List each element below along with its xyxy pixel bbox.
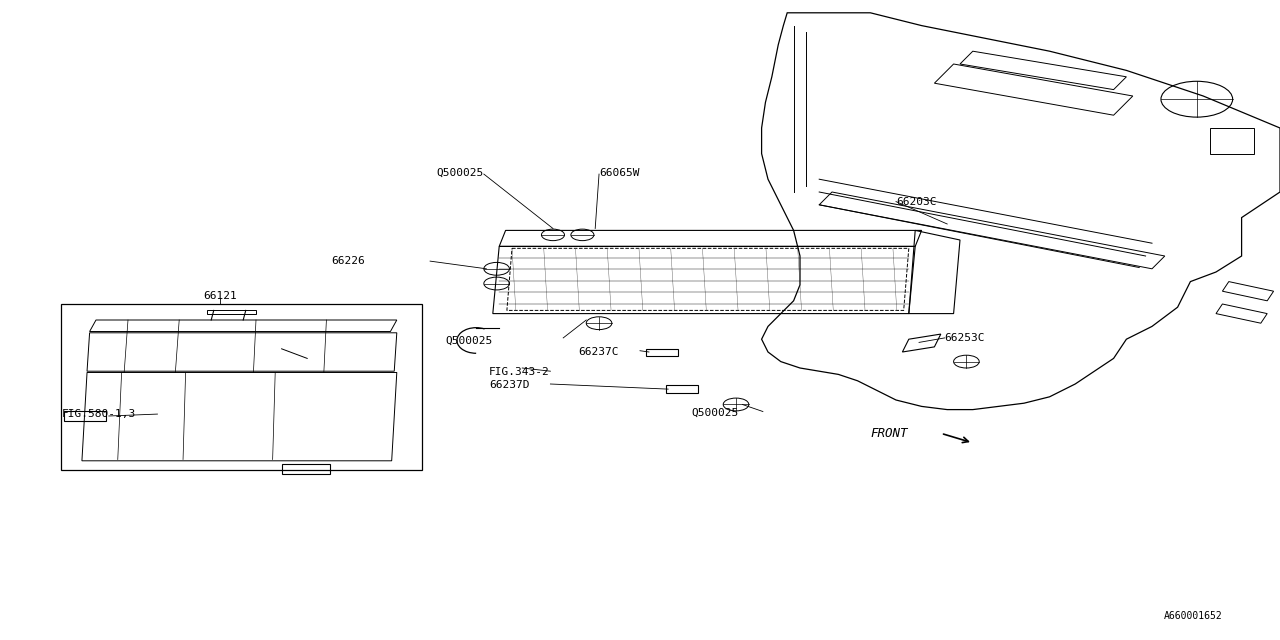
Text: 66253C: 66253C <box>945 333 986 343</box>
Text: 66121: 66121 <box>204 291 237 301</box>
Text: 66237C: 66237C <box>579 347 620 357</box>
Text: A660001652: A660001652 <box>1164 611 1222 621</box>
Text: FRONT: FRONT <box>870 427 908 440</box>
Text: 66237D: 66237D <box>489 380 530 390</box>
Text: Q500025: Q500025 <box>436 168 484 178</box>
Text: 66226: 66226 <box>332 256 365 266</box>
Text: FIG.580-1,3: FIG.580-1,3 <box>61 409 136 419</box>
Text: 66203C: 66203C <box>896 196 937 207</box>
Text: Q500025: Q500025 <box>445 335 493 346</box>
Text: FIG.343-2: FIG.343-2 <box>489 367 549 378</box>
Text: Q500025: Q500025 <box>691 408 739 418</box>
Text: 66065W: 66065W <box>599 168 640 178</box>
